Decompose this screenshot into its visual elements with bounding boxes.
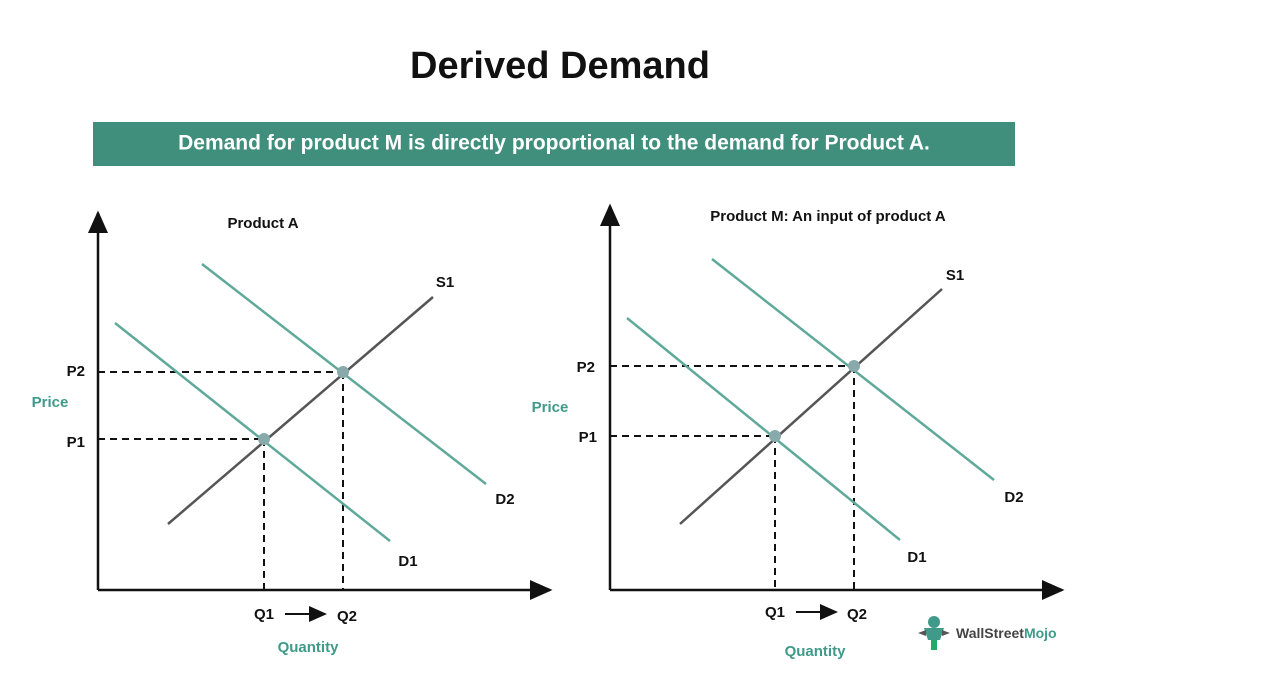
panel: Product M: An input of product A P2 P1 P… <box>532 203 1065 660</box>
equilibrium <box>848 360 860 372</box>
y-axis-label: Price <box>532 399 569 416</box>
panel-title: Product M: An input of product A <box>710 208 946 225</box>
curve-label: D2 <box>495 491 514 508</box>
y-axis-label: Price <box>32 394 69 411</box>
curve-label: D2 <box>1004 489 1023 506</box>
quantity-label: Q2 <box>847 606 867 623</box>
x-axis-label: Quantity <box>785 643 846 660</box>
equilibrium <box>337 366 349 378</box>
curve-label: S1 <box>946 267 964 284</box>
panel-title: Product A <box>227 215 298 232</box>
supply-curve <box>167 296 434 525</box>
x-axis-label: Quantity <box>278 639 339 656</box>
curve-label: D1 <box>398 553 417 570</box>
logo-name: WallStreet <box>956 625 1024 641</box>
logo: WallStreetMojo <box>918 616 1057 650</box>
quantity-label: Q1 <box>254 606 274 623</box>
logo-accent: Mojo <box>1024 625 1057 641</box>
demand-curve <box>114 322 391 542</box>
quantity-label: Q1 <box>765 604 785 621</box>
banner-bg <box>93 122 1015 166</box>
price-label: P2 <box>67 363 85 380</box>
quantity-label: Q2 <box>337 608 357 625</box>
curve-label: D1 <box>907 549 926 566</box>
demand-curve <box>626 317 901 541</box>
banner: Demand for product M is directly proport… <box>178 132 930 155</box>
equilibrium <box>258 433 270 445</box>
curve-label: S1 <box>436 274 454 291</box>
price-label: P1 <box>67 434 85 451</box>
price-label: P2 <box>577 359 595 376</box>
equilibrium <box>769 430 781 442</box>
supply-curve <box>679 288 943 525</box>
panel: Product A P2 P1 Price Q1 Q2 Quantity S1 … <box>32 210 553 656</box>
price-label: P1 <box>579 429 597 446</box>
title: Derived Demand <box>410 45 710 87</box>
logo-text: WallStreetMojo <box>956 625 1057 641</box>
